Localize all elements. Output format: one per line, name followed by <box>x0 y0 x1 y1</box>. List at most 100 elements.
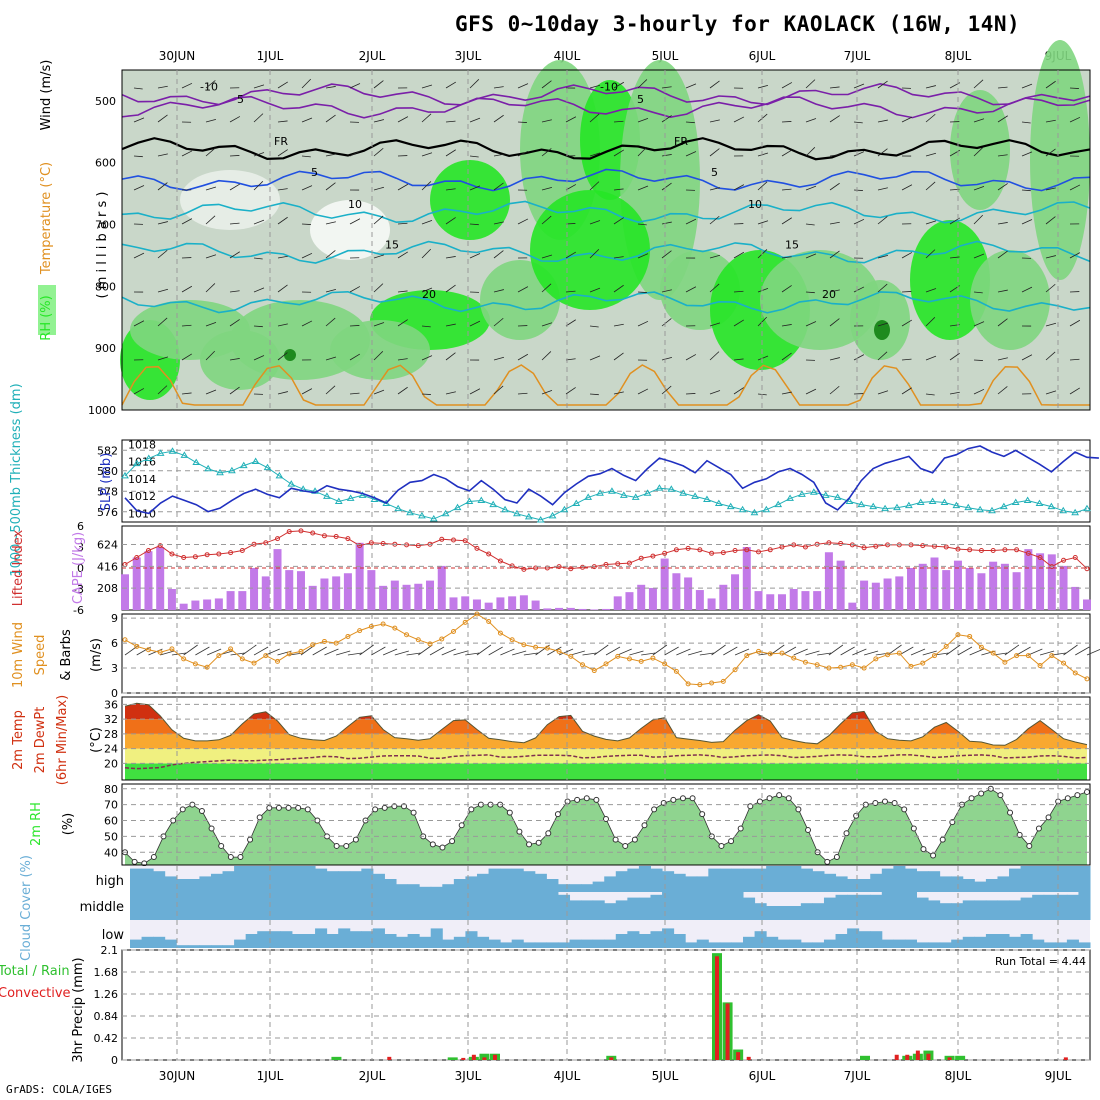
cape-bar <box>625 592 634 610</box>
cloud-cell <box>766 936 779 948</box>
rh2m-point <box>833 854 840 861</box>
wind-barb <box>397 251 408 259</box>
thickness-point <box>893 503 901 511</box>
thickness-tick: 580 <box>97 465 118 478</box>
wind-barb <box>733 251 745 259</box>
cloud-cell <box>1066 866 1079 892</box>
wind-barb <box>805 253 817 259</box>
wind-barb <box>661 357 673 361</box>
wind-barb <box>757 316 768 327</box>
rh2m-point <box>227 854 234 861</box>
wind-tick: 6 <box>111 637 118 650</box>
cloud-cell <box>1055 942 1068 948</box>
wind-barb <box>613 284 624 293</box>
wind-barb <box>781 217 792 225</box>
cape-bar <box>672 573 681 610</box>
li-tick: 6 <box>77 520 84 533</box>
cloud-cell <box>396 892 409 920</box>
wind-barb <box>925 181 936 191</box>
thickness-point <box>750 508 759 516</box>
wind-ylabel: Speed <box>33 635 48 676</box>
thickness-point <box>1083 504 1091 512</box>
cloud-cell <box>176 892 189 920</box>
slp-tick: 1018 <box>128 438 156 451</box>
precip-tick: 2.1 <box>101 944 119 957</box>
wind-barb <box>613 323 624 327</box>
precip-legend-convective: Convective <box>0 986 71 1001</box>
contour-label: 15 <box>385 238 399 251</box>
cloud-cell <box>662 928 675 948</box>
temp-band <box>125 763 1087 780</box>
date-label-bottom: 1JUL <box>257 1069 284 1083</box>
rh2m-point <box>1045 814 1052 821</box>
wind-barb-10m <box>934 652 949 656</box>
cloud-cell <box>465 931 478 948</box>
cape-bar <box>167 589 176 610</box>
rh2m-point <box>554 811 561 818</box>
wind-barb-10m <box>336 650 351 656</box>
wind-barb <box>805 388 817 395</box>
cape-bar <box>156 547 165 610</box>
wind-speed-point <box>286 651 292 657</box>
cape-bar <box>742 547 751 610</box>
wind-barb <box>925 152 937 157</box>
wind-speed-point <box>556 648 562 654</box>
thickness-point <box>192 458 201 466</box>
cape-bar <box>566 607 575 610</box>
rh2m-point <box>872 800 879 807</box>
cloud-cell <box>1055 866 1068 892</box>
wind-speed-point <box>638 658 644 664</box>
thickness-tick: 576 <box>97 506 118 519</box>
cloud-cell <box>338 871 351 892</box>
cape-bar <box>203 599 212 610</box>
wind-barb <box>397 290 408 293</box>
wind-speed-point <box>626 656 632 662</box>
rh2m-point <box>651 806 658 813</box>
cloud-layer-label: low <box>102 928 125 943</box>
wind-barb <box>829 86 840 89</box>
cloud-cell <box>904 892 918 920</box>
pressure-tick: 800 <box>95 280 116 293</box>
li-point <box>779 544 785 550</box>
li-point <box>263 540 269 546</box>
cape-bar <box>285 570 294 610</box>
cloud-cell <box>187 892 200 920</box>
cloud-cell <box>997 934 1010 948</box>
rh2m-point <box>150 854 157 861</box>
cloud-cell <box>615 934 628 948</box>
wind-barb <box>133 155 143 158</box>
wind-barb <box>613 352 624 361</box>
wind-speed-point <box>239 656 245 662</box>
wind-barb-10m <box>910 648 926 656</box>
cloud-cell <box>257 931 270 948</box>
wind-barb <box>589 325 599 328</box>
rh2m-tick: 60 <box>104 815 118 828</box>
date-label-top: 7JUL <box>844 49 871 63</box>
cloud-cell <box>604 876 617 892</box>
rh2m-point <box>901 806 908 813</box>
contour-label: -10 <box>200 81 218 94</box>
cape-bar <box>144 551 153 610</box>
date-label-bottom: 9JUL <box>1045 1069 1072 1083</box>
cloud-cell <box>823 873 837 892</box>
cloud-cell <box>407 884 420 892</box>
wind-barb <box>133 252 145 259</box>
wind-barb <box>205 215 216 225</box>
wind-barb <box>805 321 817 327</box>
cloud-cell <box>326 934 339 948</box>
cloud-cell <box>592 881 605 892</box>
contour-label: 10 <box>748 198 762 211</box>
wind-barb-10m <box>594 644 609 656</box>
wind-speed-point <box>720 678 726 684</box>
wind-barb <box>997 222 1008 225</box>
wind-barb <box>661 115 672 123</box>
li-point <box>450 537 456 543</box>
wind-speed-point <box>345 633 351 639</box>
cloud-cell <box>812 942 825 948</box>
cloud-cell <box>384 934 397 948</box>
rh2m-point <box>679 795 686 802</box>
wind-barb <box>445 256 456 259</box>
cloud-cell <box>557 884 571 892</box>
cloud-cell <box>789 866 802 892</box>
cape-bar <box>695 590 704 610</box>
